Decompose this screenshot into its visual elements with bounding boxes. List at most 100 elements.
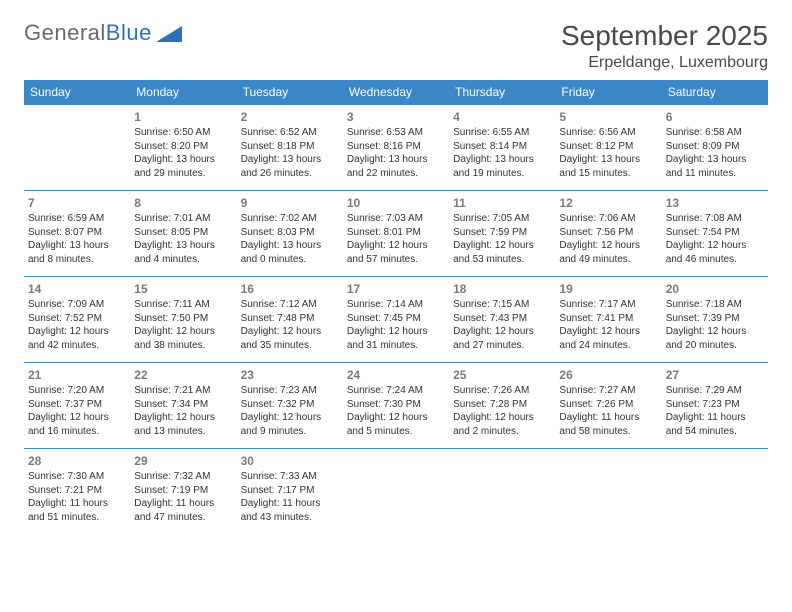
sunrise-text: Sunrise: 7:14 AM (347, 298, 445, 312)
sunrise-text: Sunrise: 6:50 AM (134, 126, 232, 140)
day-number: 11 (453, 195, 551, 211)
month-title: September 2025 (561, 20, 768, 52)
sunrise-text: Sunrise: 7:15 AM (453, 298, 551, 312)
daylight-text: Daylight: 12 hours (666, 325, 764, 339)
sunset-text: Sunset: 7:21 PM (28, 484, 126, 498)
daylight-text: Daylight: 12 hours (666, 239, 764, 253)
sunset-text: Sunset: 8:03 PM (241, 226, 339, 240)
daylight-text: Daylight: 12 hours (559, 325, 657, 339)
sunrise-text: Sunrise: 7:24 AM (347, 384, 445, 398)
daylight-text: and 53 minutes. (453, 253, 551, 267)
daylight-text: and 15 minutes. (559, 167, 657, 181)
daylight-text: and 46 minutes. (666, 253, 764, 267)
brand-logo: GeneralBlue (24, 20, 182, 46)
daylight-text: and 57 minutes. (347, 253, 445, 267)
day-number: 17 (347, 281, 445, 297)
daylight-text: Daylight: 13 hours (453, 153, 551, 167)
day-number: 12 (559, 195, 657, 211)
weekday-header: Monday (130, 80, 236, 105)
daylight-text: and 58 minutes. (559, 425, 657, 439)
day-cell: 30Sunrise: 7:33 AMSunset: 7:17 PMDayligh… (237, 449, 343, 535)
sunrise-text: Sunrise: 7:03 AM (347, 212, 445, 226)
sunrise-text: Sunrise: 7:27 AM (559, 384, 657, 398)
daylight-text: Daylight: 11 hours (134, 497, 232, 511)
title-block: September 2025 Erpeldange, Luxembourg (561, 20, 768, 72)
daylight-text: and 0 minutes. (241, 253, 339, 267)
daylight-text: and 43 minutes. (241, 511, 339, 525)
day-cell: 1Sunrise: 6:50 AMSunset: 8:20 PMDaylight… (130, 105, 236, 191)
daylight-text: and 49 minutes. (559, 253, 657, 267)
daylight-text: Daylight: 13 hours (559, 153, 657, 167)
daylight-text: and 16 minutes. (28, 425, 126, 439)
day-cell: 10Sunrise: 7:03 AMSunset: 8:01 PMDayligh… (343, 191, 449, 277)
daylight-text: Daylight: 12 hours (559, 239, 657, 253)
daylight-text: and 27 minutes. (453, 339, 551, 353)
daylight-text: and 54 minutes. (666, 425, 764, 439)
week-row: 21Sunrise: 7:20 AMSunset: 7:37 PMDayligh… (24, 363, 768, 449)
daylight-text: and 19 minutes. (453, 167, 551, 181)
day-number: 30 (241, 453, 339, 469)
daylight-text: and 11 minutes. (666, 167, 764, 181)
day-number: 10 (347, 195, 445, 211)
day-cell: 20Sunrise: 7:18 AMSunset: 7:39 PMDayligh… (662, 277, 768, 363)
day-cell: 12Sunrise: 7:06 AMSunset: 7:56 PMDayligh… (555, 191, 661, 277)
daylight-text: Daylight: 12 hours (347, 411, 445, 425)
sunset-text: Sunset: 7:59 PM (453, 226, 551, 240)
weekday-header: Wednesday (343, 80, 449, 105)
daylight-text: Daylight: 13 hours (666, 153, 764, 167)
daylight-text: Daylight: 12 hours (453, 411, 551, 425)
daylight-text: and 9 minutes. (241, 425, 339, 439)
sunset-text: Sunset: 7:52 PM (28, 312, 126, 326)
day-number: 29 (134, 453, 232, 469)
sunrise-text: Sunrise: 7:23 AM (241, 384, 339, 398)
daylight-text: and 13 minutes. (134, 425, 232, 439)
brand-part1: General (24, 20, 106, 46)
day-number: 7 (28, 195, 126, 211)
day-cell: 18Sunrise: 7:15 AMSunset: 7:43 PMDayligh… (449, 277, 555, 363)
day-number: 2 (241, 109, 339, 125)
day-number: 23 (241, 367, 339, 383)
sunrise-text: Sunrise: 7:17 AM (559, 298, 657, 312)
sunrise-text: Sunrise: 6:58 AM (666, 126, 764, 140)
day-number: 6 (666, 109, 764, 125)
daylight-text: Daylight: 12 hours (347, 325, 445, 339)
day-cell: 8Sunrise: 7:01 AMSunset: 8:05 PMDaylight… (130, 191, 236, 277)
day-cell: 27Sunrise: 7:29 AMSunset: 7:23 PMDayligh… (662, 363, 768, 449)
daylight-text: Daylight: 11 hours (559, 411, 657, 425)
sunset-text: Sunset: 8:01 PM (347, 226, 445, 240)
day-cell: 3Sunrise: 6:53 AMSunset: 8:16 PMDaylight… (343, 105, 449, 191)
empty-cell (662, 449, 768, 535)
daylight-text: Daylight: 13 hours (134, 239, 232, 253)
empty-cell (449, 449, 555, 535)
day-number: 4 (453, 109, 551, 125)
sunset-text: Sunset: 8:20 PM (134, 140, 232, 154)
day-number: 16 (241, 281, 339, 297)
daylight-text: Daylight: 12 hours (134, 325, 232, 339)
sunset-text: Sunset: 7:17 PM (241, 484, 339, 498)
day-number: 26 (559, 367, 657, 383)
empty-cell (555, 449, 661, 535)
header: GeneralBlue September 2025 Erpeldange, L… (24, 20, 768, 72)
sunset-text: Sunset: 7:23 PM (666, 398, 764, 412)
daylight-text: and 2 minutes. (453, 425, 551, 439)
sunset-text: Sunset: 7:50 PM (134, 312, 232, 326)
sunset-text: Sunset: 7:45 PM (347, 312, 445, 326)
day-number: 9 (241, 195, 339, 211)
sunrise-text: Sunrise: 7:33 AM (241, 470, 339, 484)
sunrise-text: Sunrise: 6:59 AM (28, 212, 126, 226)
day-cell: 17Sunrise: 7:14 AMSunset: 7:45 PMDayligh… (343, 277, 449, 363)
day-number: 19 (559, 281, 657, 297)
sunset-text: Sunset: 7:41 PM (559, 312, 657, 326)
sunset-text: Sunset: 7:34 PM (134, 398, 232, 412)
sunset-text: Sunset: 8:07 PM (28, 226, 126, 240)
day-number: 24 (347, 367, 445, 383)
sunset-text: Sunset: 8:16 PM (347, 140, 445, 154)
daylight-text: Daylight: 13 hours (28, 239, 126, 253)
sunset-text: Sunset: 7:19 PM (134, 484, 232, 498)
day-number: 28 (28, 453, 126, 469)
day-number: 5 (559, 109, 657, 125)
sunrise-text: Sunrise: 7:21 AM (134, 384, 232, 398)
day-cell: 11Sunrise: 7:05 AMSunset: 7:59 PMDayligh… (449, 191, 555, 277)
daylight-text: Daylight: 12 hours (347, 239, 445, 253)
daylight-text: and 5 minutes. (347, 425, 445, 439)
